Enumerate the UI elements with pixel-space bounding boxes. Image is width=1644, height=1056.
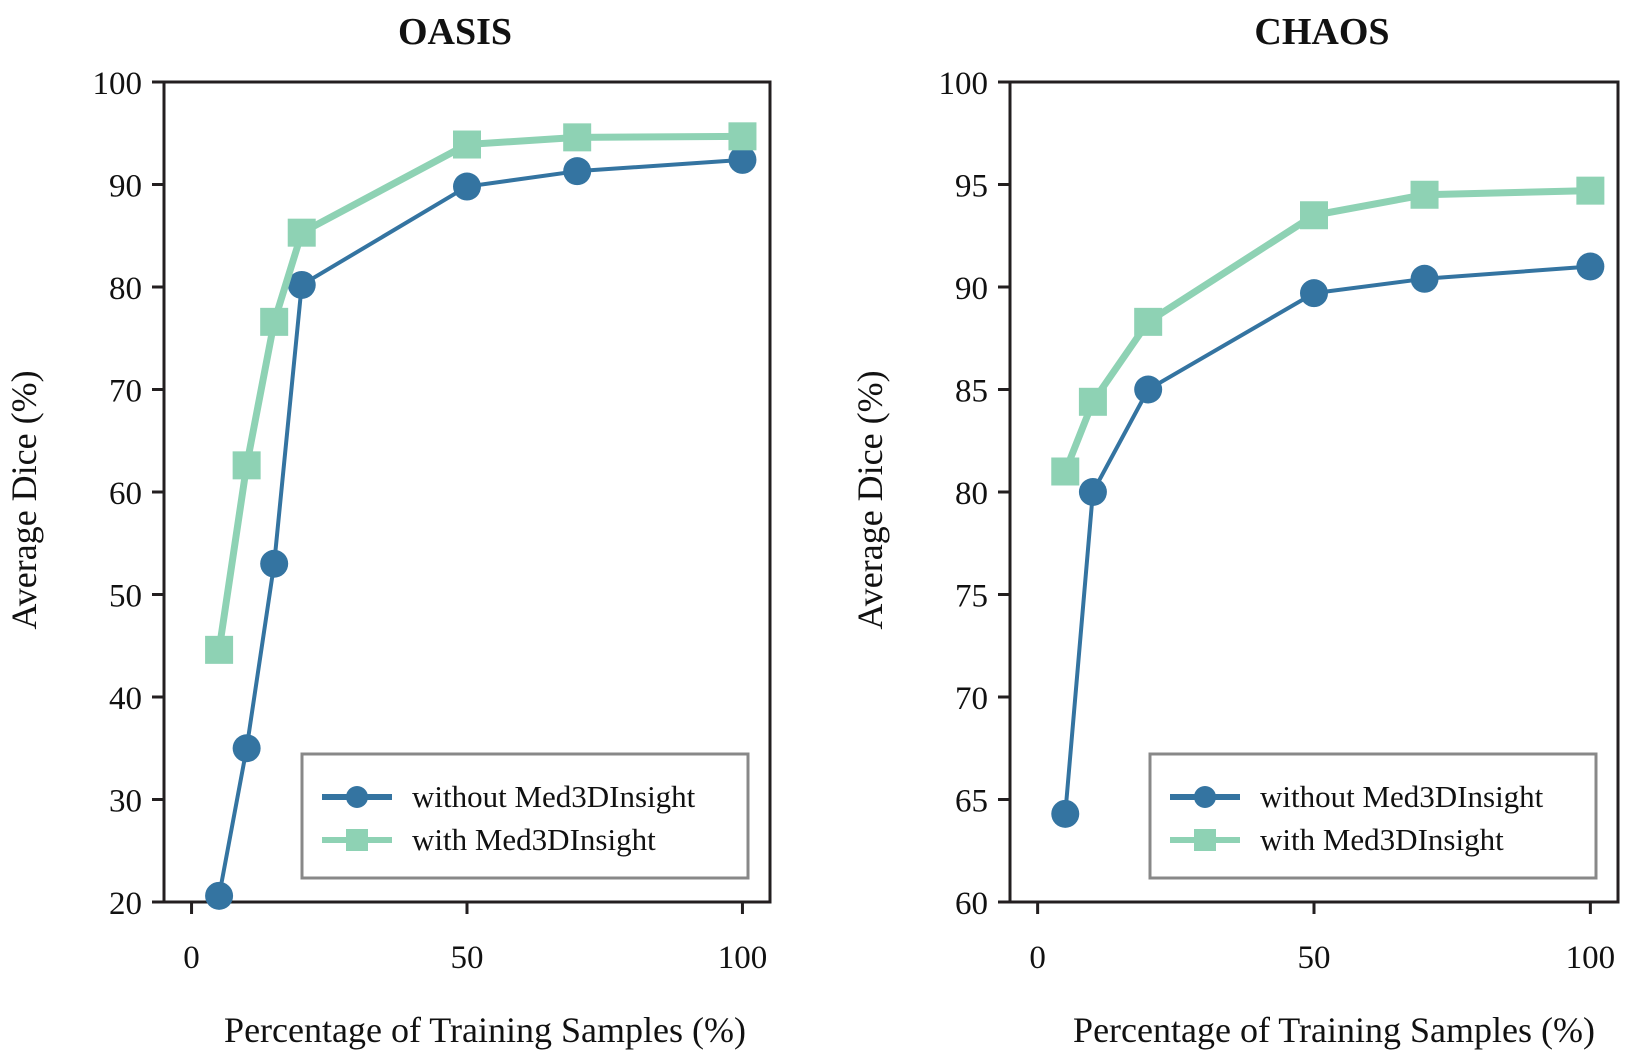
legend-label-with: with Med3DInsight (1260, 822, 1504, 857)
data-point-without (1134, 375, 1163, 404)
x-axis-ticks: 0 50 100 (1029, 902, 1615, 976)
data-point-with (563, 123, 592, 152)
y-tick-label: 85 (955, 374, 988, 410)
x-axis-ticks: 0 50 100 (183, 902, 767, 976)
chart-panel-oasis: OASIS 20 30 40 50 60 70 80 90 100 0 50 100 Percent… (4, 11, 772, 1050)
y-tick-label: 90 (955, 271, 988, 307)
y-tick-label: 50 (109, 579, 142, 615)
data-point-without (1410, 264, 1439, 293)
data-point-with (728, 122, 757, 151)
series-layer (205, 122, 757, 910)
series-line-without (1063, 264, 1593, 816)
legend: without Med3DInsight with Med3DInsight (1148, 752, 1598, 880)
y-axis-label: Average Dice (%) (850, 370, 890, 629)
data-point-without (1300, 279, 1328, 308)
data-point-without (728, 145, 757, 174)
legend-marker-without (1194, 786, 1216, 808)
x-axis-label: Percentage of Training Samples (%) (224, 1010, 746, 1050)
y-tick-label: 100 (93, 66, 143, 102)
data-point-with (1134, 307, 1163, 336)
data-point-with (1300, 201, 1328, 230)
y-axis-label: Average Dice (%) (4, 370, 44, 629)
data-point-without (232, 734, 261, 763)
legend-marker-with (1194, 829, 1216, 851)
x-tick-label: 50 (1298, 940, 1331, 976)
data-point-without (287, 270, 316, 299)
y-tick-label: 20 (109, 886, 142, 922)
y-tick-label: 65 (955, 784, 988, 820)
legend-label-without: without Med3DInsight (1260, 779, 1544, 814)
y-axis-ticks: 20 30 40 50 60 70 80 90 100 (93, 66, 164, 922)
data-point-without (260, 549, 289, 578)
x-tick-label: 50 (451, 940, 484, 976)
data-point-without (1078, 478, 1107, 506)
y-tick-label: 75 (955, 579, 988, 615)
data-point-with (1078, 387, 1107, 416)
data-point-without (1576, 252, 1605, 281)
x-tick-label: 100 (718, 940, 768, 976)
y-tick-label: 30 (109, 784, 142, 820)
legend-box (1148, 752, 1598, 880)
data-point-with (1051, 457, 1080, 486)
data-point-with (232, 451, 261, 480)
data-point-without (563, 157, 592, 186)
y-tick-label: 70 (109, 374, 142, 410)
y-tick-label: 100 (939, 66, 989, 102)
x-tick-label: 100 (1566, 940, 1616, 976)
legend-box (300, 752, 750, 880)
y-tick-label: 80 (109, 271, 142, 307)
data-point-with (1410, 180, 1439, 209)
data-point-with (453, 130, 481, 159)
data-point-without (205, 881, 234, 910)
legend-marker-without (346, 786, 368, 808)
data-point-with (287, 218, 316, 247)
x-axis-label: Percentage of Training Samples (%) (1073, 1010, 1595, 1050)
y-tick-label: 90 (109, 169, 142, 205)
data-point-with (1576, 176, 1605, 205)
data-point-without (453, 172, 481, 201)
legend-label-with: with Med3DInsight (412, 822, 656, 857)
y-tick-label: 60 (109, 476, 142, 512)
chart-title: CHAOS (1254, 11, 1389, 53)
data-point-without (1051, 799, 1080, 828)
y-tick-label: 80 (955, 476, 988, 512)
y-tick-label: 40 (109, 681, 142, 717)
y-tick-label: 95 (955, 169, 988, 205)
data-point-with (260, 307, 289, 336)
y-tick-label: 60 (955, 886, 988, 922)
chart-title: OASIS (398, 11, 512, 53)
data-point-with (205, 635, 234, 664)
legend-label-without: without Med3DInsight (412, 779, 696, 814)
legend: without Med3DInsight with Med3DInsight (300, 752, 750, 880)
x-tick-label: 0 (1029, 940, 1046, 976)
y-axis-ticks: 60 65 70 75 80 85 90 95 100 (939, 66, 1010, 922)
series-layer (1051, 176, 1605, 828)
chart-panel-chaos: CHAOS 60 65 70 75 80 85 90 95 100 0 50 100 Percent… (850, 11, 1620, 1050)
x-tick-label: 0 (183, 940, 200, 976)
series-line-with (215, 132, 746, 654)
y-tick-label: 70 (955, 681, 988, 717)
legend-marker-with (346, 829, 368, 851)
